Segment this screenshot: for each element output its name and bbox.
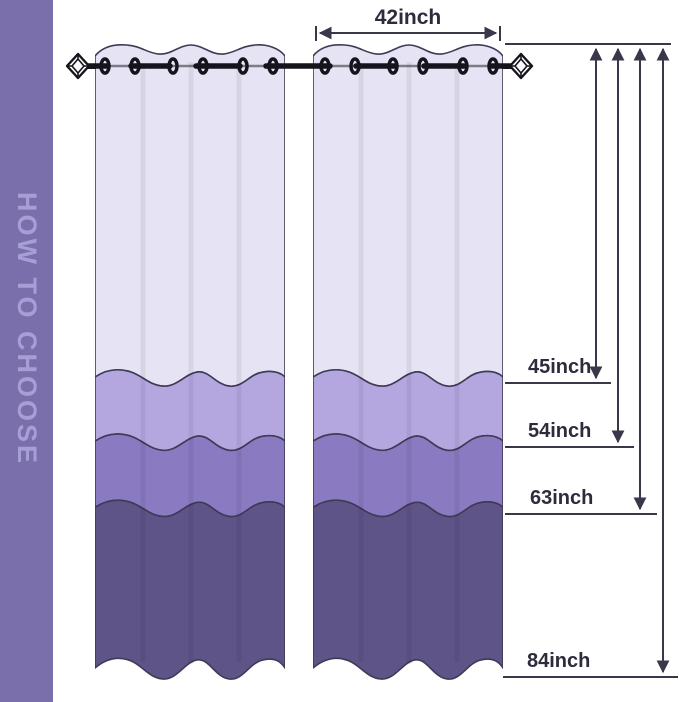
curtain-band-84 <box>313 499 503 680</box>
finial-diamond-left-icon <box>65 52 96 80</box>
sidebar-banner: HOW TO CHOOSE <box>0 0 53 702</box>
length-arrows <box>589 47 670 674</box>
curtain-band-84 <box>95 499 285 680</box>
curtain-panel-right <box>313 43 503 680</box>
fabric-fold-lines <box>140 62 242 664</box>
fabric-fold-lines <box>358 62 460 664</box>
length-label-45inch: 45inch <box>528 356 592 378</box>
length-label-84inch: 84inch <box>527 650 591 672</box>
curtain-panel-left <box>95 43 285 680</box>
length-label-54inch: 54inch <box>528 420 592 442</box>
width-label-42inch: 42inch <box>374 6 442 29</box>
sidebar-title: HOW TO CHOOSE <box>12 191 42 466</box>
finial-diamond-right-icon <box>503 52 534 80</box>
length-label-63inch: 63inch <box>530 487 594 509</box>
